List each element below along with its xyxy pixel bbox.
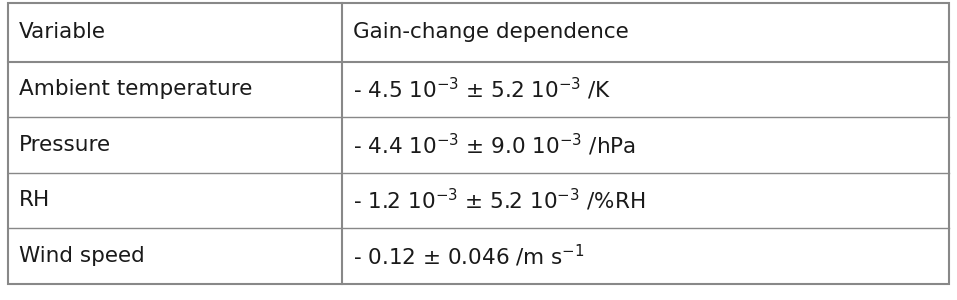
Text: - 4.5 10$^{-3}$ ± 5.2 10$^{-3}$ /K: - 4.5 10$^{-3}$ ± 5.2 10$^{-3}$ /K <box>353 76 612 102</box>
Text: Variable: Variable <box>19 22 106 42</box>
Text: - 4.4 10$^{-3}$ ± 9.0 10$^{-3}$ /hPa: - 4.4 10$^{-3}$ ± 9.0 10$^{-3}$ /hPa <box>353 132 636 158</box>
Text: Pressure: Pressure <box>19 135 111 155</box>
Text: Wind speed: Wind speed <box>19 246 145 266</box>
Text: Ambient temperature: Ambient temperature <box>19 79 253 99</box>
Text: Gain-change dependence: Gain-change dependence <box>353 22 629 42</box>
Text: - 0.12 ± 0.046 /m s$^{-1}$: - 0.12 ± 0.046 /m s$^{-1}$ <box>353 243 585 269</box>
Text: - 1.2 10$^{-3}$ ± 5.2 10$^{-3}$ /%RH: - 1.2 10$^{-3}$ ± 5.2 10$^{-3}$ /%RH <box>353 187 646 213</box>
Text: RH: RH <box>19 190 51 210</box>
